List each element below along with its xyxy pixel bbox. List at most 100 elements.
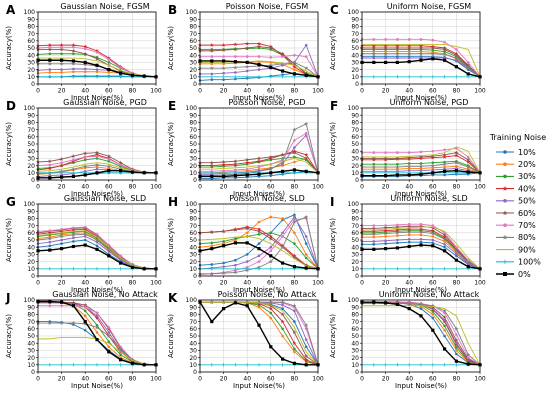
y-tick-label: 90 [351,208,359,215]
data-point [245,241,249,245]
y-tick-label: 40 [27,244,35,251]
y-tick-label: 10 [189,362,197,369]
data-point [48,171,52,175]
data-point [222,59,226,63]
x-tick-label: 80 [453,280,461,287]
data-point [304,152,309,157]
data-point [48,52,52,56]
data-point [442,308,447,313]
data-point [466,356,470,359]
data-point [304,55,308,58]
data-point [372,167,376,171]
data-point [372,174,376,178]
panel-letter: G [6,195,16,209]
data-point [71,174,75,178]
data-point [372,267,376,271]
x-tick-label: 20 [220,280,228,287]
data-point [304,169,308,173]
y-tick-label: 60 [351,326,359,333]
data-point [257,323,261,327]
data-point [257,260,261,263]
data-point [83,302,88,307]
data-point [292,168,296,172]
y-tick-label: 30 [27,252,35,259]
data-point [407,237,411,241]
x-tick-label: 0 [36,280,40,287]
data-point [442,161,447,166]
data-point [257,254,261,258]
data-point [292,75,297,79]
series-line-90pct [200,60,319,78]
data-point [281,55,284,58]
panel-letter: A [6,3,16,17]
y-axis-label: Accuracy(%) [5,314,13,358]
data-point [60,161,63,165]
legend-marker [502,234,508,240]
data-point [107,345,111,349]
data-point [304,214,309,219]
data-point [455,58,458,62]
data-point [107,250,111,253]
x-tick-label: 100 [312,88,324,95]
data-point [221,159,226,164]
panel-title: Gaussian Noise, No Attack [52,290,158,299]
data-point [304,242,308,245]
x-tick-label: 20 [382,88,390,95]
data-point [83,173,87,177]
x-axis-label: Input Noise(%) [395,286,447,294]
data-point [72,67,75,71]
legend-item: 0% [496,270,531,279]
data-point [256,299,262,304]
x-tick-label: 80 [291,280,299,287]
data-point [94,56,100,61]
y-tick-label: 30 [27,156,35,163]
y-tick-label: 10 [351,266,359,273]
y-tick-label: 0 [355,81,359,88]
data-point [48,363,52,367]
series-line-90pct [362,226,481,270]
data-point [371,45,376,50]
data-point [269,267,273,271]
data-point [222,55,225,58]
y-tick-label: 100 [186,297,198,304]
data-point [83,320,87,324]
panel-title: Uniform Noise, No Attack [379,290,480,299]
x-tick-label: 60 [429,376,437,383]
data-point [209,229,214,234]
x-axis-label: Input Noise(%) [71,94,123,102]
x-tick-label: 100 [312,376,324,383]
data-point [431,267,435,271]
data-point [234,55,237,58]
data-point [304,345,308,349]
data-point [83,232,88,237]
x-tick-label: 40 [243,184,251,191]
data-point [83,164,88,169]
data-point [234,237,237,240]
x-tick-label: 20 [220,88,228,95]
panel-letter: F [330,99,338,113]
data-point [106,333,111,338]
data-point [268,63,273,68]
data-point [59,320,64,325]
legend-label: 50% [518,197,536,206]
data-point [209,65,214,70]
data-point [107,75,111,79]
y-tick-label: 60 [27,230,35,237]
y-tick-label: 50 [189,333,197,340]
data-point [281,307,284,310]
x-tick-label: 100 [474,376,486,383]
legend-label: 40% [518,184,536,193]
data-point [268,259,273,264]
data-point [372,60,376,64]
y-tick-label: 70 [189,319,197,326]
y-tick-label: 40 [27,340,35,347]
data-point [304,73,308,77]
y-tick-label: 10 [351,74,359,81]
data-point [222,244,226,248]
data-point [292,127,297,132]
data-point [443,165,446,169]
data-point [48,304,52,308]
data-point [222,71,225,75]
